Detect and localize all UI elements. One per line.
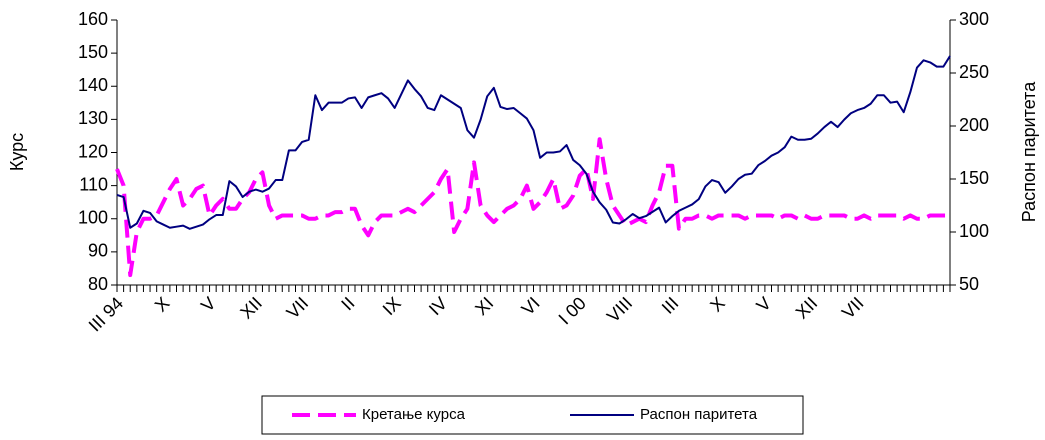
y-tick-label: 160 bbox=[78, 9, 108, 29]
x-tick-label: IX bbox=[379, 293, 405, 319]
y2-axis-label: Распон паритета bbox=[1019, 81, 1039, 222]
x-tick-label: VIII bbox=[603, 293, 636, 326]
y-tick-label: 140 bbox=[78, 75, 108, 95]
y-tick-label: 80 bbox=[88, 274, 108, 294]
y-tick-label: 150 bbox=[78, 42, 108, 62]
series-line bbox=[116, 55, 951, 230]
y-tick-label: 130 bbox=[78, 108, 108, 128]
x-tick-label: V bbox=[752, 293, 775, 316]
x-tick-label: XI bbox=[471, 293, 497, 319]
y-tick-label: 120 bbox=[78, 141, 108, 161]
x-tick-label: X bbox=[706, 293, 729, 316]
legend-label: Распон паритета bbox=[640, 406, 758, 423]
y2-tick-label: 100 bbox=[959, 221, 989, 241]
y-tick-label: 110 bbox=[79, 174, 108, 194]
x-tick-label: I 00 bbox=[555, 293, 590, 328]
x-tick-label: V bbox=[197, 293, 220, 316]
legend-label: Кретање курса bbox=[362, 406, 466, 423]
x-tick-label: II bbox=[337, 293, 358, 314]
y2-tick-label: 300 bbox=[959, 9, 989, 29]
y2-tick-label: 200 bbox=[959, 115, 989, 135]
y2-tick-label: 250 bbox=[959, 62, 989, 82]
x-tick-label: IV bbox=[425, 293, 451, 319]
x-tick-label: III bbox=[658, 293, 683, 318]
x-tick-label: VII bbox=[838, 293, 868, 323]
y-tick-label: 100 bbox=[78, 208, 108, 228]
x-tick-label: VI bbox=[518, 293, 544, 319]
y2-tick-label: 150 bbox=[959, 168, 989, 188]
x-tick-label: XII bbox=[236, 293, 266, 323]
x-tick-label: III 94 bbox=[85, 293, 127, 335]
y-axis-label: Курс bbox=[7, 133, 27, 171]
x-tick-label: VII bbox=[283, 293, 313, 323]
x-tick-label: XII bbox=[792, 293, 822, 323]
y2-tick-label: 50 bbox=[959, 274, 979, 294]
x-tick-label: X bbox=[151, 293, 174, 316]
series-line bbox=[115, 137, 950, 278]
y-tick-label: 90 bbox=[88, 241, 108, 261]
